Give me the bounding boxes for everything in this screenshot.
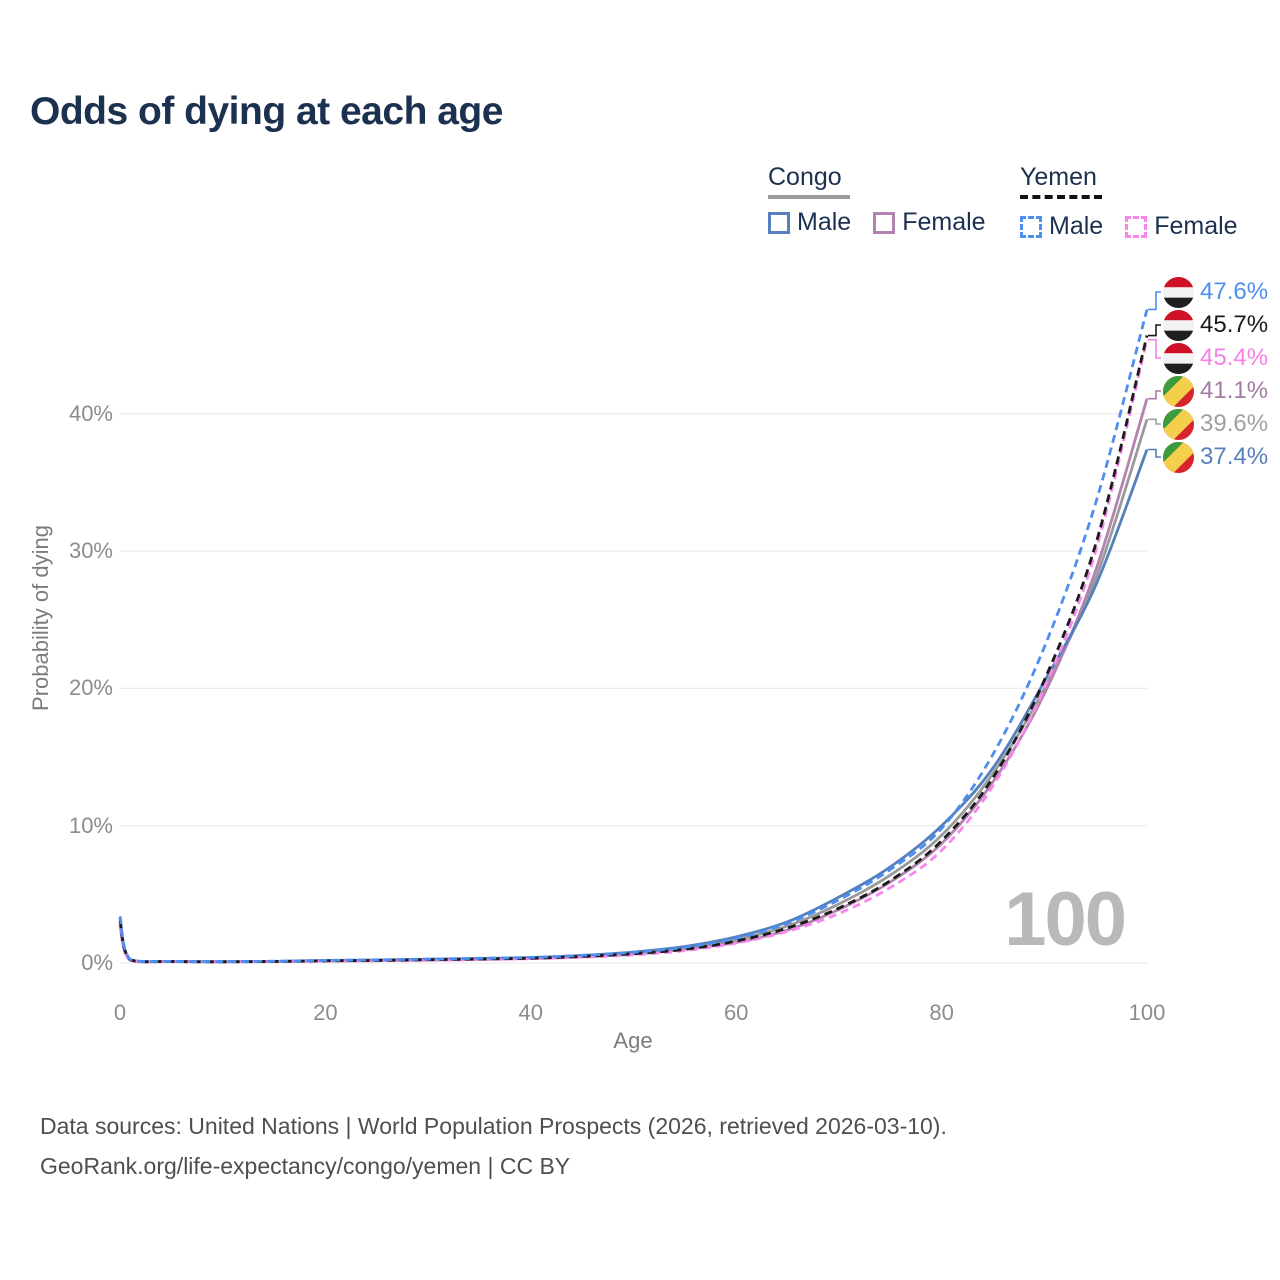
series-line-congo-both [118, 418, 1149, 964]
yemen-flag-icon [1163, 276, 1194, 308]
end-label-value: 37.4% [1200, 443, 1269, 470]
end-label-value: 39.6% [1200, 410, 1269, 437]
end-label-connector [1148, 418, 1161, 425]
legend-country-label: Yemen [1020, 163, 1097, 191]
legend-swatch [873, 211, 896, 234]
end-label-connector [1148, 291, 1161, 311]
x-axis-title: Age [613, 1028, 653, 1053]
legend-item-congo-female[interactable]: Female [873, 208, 986, 237]
series-line-yemen-both [118, 335, 1149, 964]
x-tick-label: 40 [518, 1000, 544, 1025]
legend-country-label: Congo [768, 163, 842, 191]
end-label-congo-both: 39.6% [1163, 408, 1268, 440]
series-line-yemen-male [118, 309, 1149, 964]
x-tick-label: 20 [313, 1000, 338, 1025]
end-label-congo-female: 41.1% [1163, 375, 1268, 407]
end-label-congo-male: 37.4% [1163, 441, 1268, 473]
x-tick-label: 0 [113, 1000, 127, 1025]
yemen-flag-icon [1163, 309, 1194, 341]
legend-swatch [1020, 215, 1042, 238]
end-label-value: 41.1% [1200, 377, 1269, 404]
age-counter-watermark: 100 [1004, 877, 1127, 962]
page-title: Odds of dying at each age [30, 90, 503, 133]
legend-group-yemen: Yemen Male Female [1020, 163, 1238, 241]
series-line-congo-male [118, 449, 1149, 964]
end-label-yemen-both: 45.7% [1163, 309, 1268, 341]
end-label-value: 45.4% [1200, 344, 1269, 371]
legend-swatch [768, 211, 790, 234]
legend-solid-line-swatch [768, 195, 850, 199]
y-tick-label: 30% [68, 538, 113, 564]
legend-items: Male Female [1020, 212, 1238, 241]
attribution-link[interactable]: GeoRank.org/life-expectancy/congo/yemen … [40, 1153, 571, 1179]
y-tick-label: 40% [68, 400, 113, 426]
legend-group-congo: Congo Male Female [768, 163, 986, 237]
x-tick-label: 80 [929, 1000, 954, 1025]
congo-flag-icon [1163, 441, 1194, 473]
end-label-yemen-male: 47.6% [1163, 276, 1268, 308]
y-tick-label: 10% [68, 812, 113, 838]
legend-item-label: Female [902, 208, 986, 236]
congo-flag-icon [1163, 408, 1194, 440]
legend-dashed-line-swatch [1020, 195, 1102, 203]
end-label-value: 45.7% [1200, 311, 1269, 338]
legend-item-label: Male [797, 208, 852, 236]
end-label-connector [1148, 338, 1161, 359]
y-tick-label: 20% [68, 675, 113, 701]
footer: Data sources: United Nations | World Pop… [40, 1106, 947, 1186]
legend-item-label: Male [1049, 212, 1104, 240]
yemen-flag-icon [1163, 342, 1194, 374]
congo-flag-icon [1163, 375, 1194, 407]
legend-items: Male Female [768, 208, 986, 237]
end-label-yemen-female: 45.4% [1163, 342, 1268, 374]
series-line-congo-female [118, 398, 1149, 964]
legend-item-congo-male[interactable]: Male [768, 208, 851, 237]
end-label-value: 47.6% [1200, 278, 1269, 305]
series-line-yemen-female [118, 339, 1149, 964]
x-tick-label: 60 [723, 1000, 749, 1025]
legend-swatch [1125, 215, 1148, 238]
end-label-connector [1148, 390, 1161, 400]
legend-item-yemen-male[interactable]: Male [1020, 212, 1103, 241]
legend-item-label: Female [1154, 212, 1238, 240]
legend-item-yemen-female[interactable]: Female [1125, 212, 1238, 241]
data-sources-text: Data sources: United Nations | World Pop… [40, 1113, 947, 1139]
end-label-connector [1148, 324, 1161, 337]
end-label-connector [1148, 448, 1161, 458]
x-tick-label: 100 [1128, 1000, 1166, 1025]
y-tick-label: 0% [81, 950, 113, 975]
